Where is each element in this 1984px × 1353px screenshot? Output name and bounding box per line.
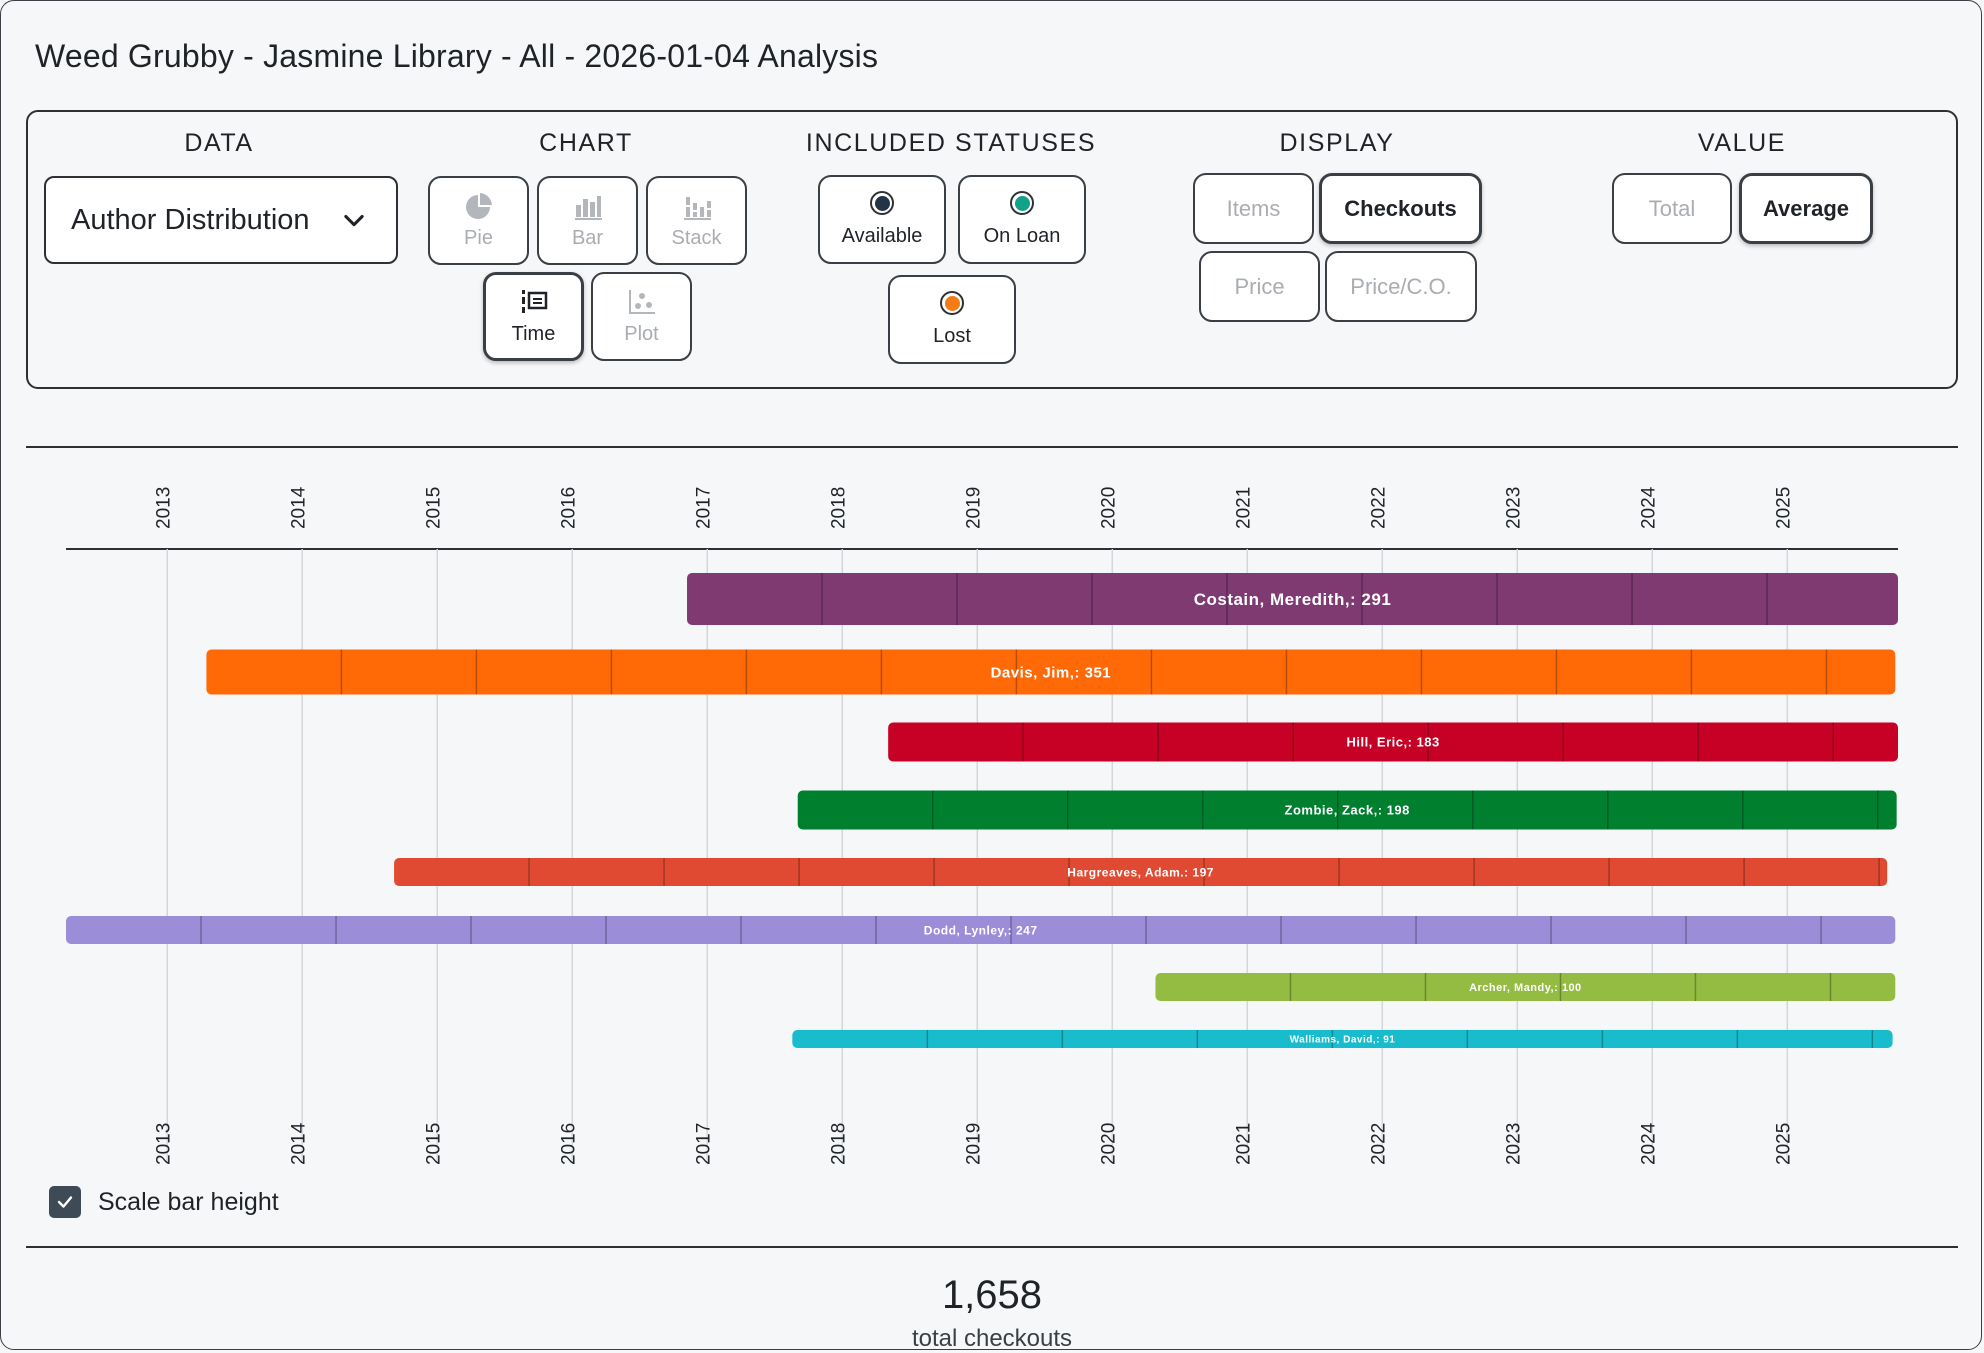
chart-pie-label: Pie bbox=[464, 227, 493, 249]
tick-label-top: 2016 bbox=[558, 487, 579, 529]
total-checkouts-label: total checkouts bbox=[911, 1325, 1073, 1352]
tick-label-top: 2024 bbox=[1638, 486, 1659, 529]
value-section-title: VALUE bbox=[1697, 129, 1787, 157]
tick-label-bottom: 2017 bbox=[693, 1123, 714, 1165]
tick-label-bottom: 2013 bbox=[153, 1123, 174, 1165]
chart-bottom-divider bbox=[26, 1246, 1958, 1248]
chart-top-divider bbox=[26, 446, 1958, 448]
timeline-bar bbox=[66, 916, 1896, 944]
timeline-icon bbox=[521, 290, 547, 313]
tick-label-bottom: 2021 bbox=[1233, 1123, 1254, 1165]
timeline-bar bbox=[687, 573, 1898, 625]
timeline-bar bbox=[888, 722, 1898, 762]
chart-time-button[interactable]: Time bbox=[483, 272, 584, 361]
display-items-label: Items bbox=[1226, 195, 1281, 221]
tick-label-bottom: 2025 bbox=[1773, 1123, 1794, 1165]
bar-label: Costain, Meredith,: 291 bbox=[1194, 590, 1392, 609]
display-section-title: DISPLAY bbox=[1279, 129, 1395, 157]
tick-label-top: 2015 bbox=[423, 487, 444, 529]
timeline-bar bbox=[206, 649, 1896, 695]
tick-label-bottom: 2018 bbox=[828, 1123, 849, 1165]
chart-section-title: CHART bbox=[539, 129, 633, 157]
tick-label-bottom: 2014 bbox=[288, 1122, 309, 1165]
bar-label: Zombie, Zack,: 198 bbox=[1285, 803, 1410, 818]
display-items-button[interactable]: Items bbox=[1193, 173, 1314, 244]
chart-pie-button[interactable]: Pie bbox=[428, 176, 529, 265]
value-average-label: Average bbox=[1762, 195, 1849, 221]
tick-label-top: 2021 bbox=[1233, 487, 1254, 529]
scatter-plot-icon bbox=[628, 290, 655, 314]
status-on-loan-toggle[interactable]: On Loan bbox=[958, 175, 1086, 264]
display-price-per-checkout-button[interactable]: Price/C.O. bbox=[1325, 251, 1477, 322]
bar-label: Dodd, Lynley,: 247 bbox=[924, 923, 1038, 937]
total-checkouts-value: 1,658 bbox=[941, 1273, 1043, 1317]
status-on-loan-label: On Loan bbox=[983, 225, 1061, 247]
value-total-label: Total bbox=[1648, 195, 1696, 221]
timeline-bar bbox=[797, 790, 1897, 830]
scale-bar-height-checkbox[interactable] bbox=[49, 1186, 81, 1218]
display-checkouts-label: Checkouts bbox=[1344, 195, 1457, 221]
pie-chart-icon bbox=[465, 193, 492, 219]
data-dropdown[interactable]: Author Distribution bbox=[44, 176, 398, 264]
tick-label-bottom: 2019 bbox=[963, 1123, 984, 1165]
tick-label-top: 2022 bbox=[1368, 487, 1389, 529]
radio-on-loan bbox=[1010, 191, 1034, 215]
scale-bar-height-option[interactable]: Scale bar height bbox=[49, 1186, 279, 1218]
chevron-down-icon bbox=[344, 214, 364, 227]
tick-label-bottom: 2023 bbox=[1503, 1123, 1524, 1165]
data-section-title: DATA bbox=[184, 129, 254, 157]
timeline-chart: 2013 2013 2014 2014 2015 2015 2016 2016 2017 2017… bbox=[66, 486, 1898, 1165]
tick-label-top: 2023 bbox=[1503, 487, 1524, 529]
status-available-label: Available bbox=[841, 225, 923, 247]
chart-plot-button[interactable]: Plot bbox=[591, 272, 692, 361]
chart-stack-button[interactable]: Stack bbox=[646, 176, 747, 265]
controls-panel bbox=[26, 110, 1958, 389]
tick-label-bottom: 2020 bbox=[1098, 1123, 1119, 1165]
status-lost-toggle[interactable]: Lost bbox=[888, 275, 1016, 364]
radio-available bbox=[870, 191, 894, 215]
value-total-button[interactable]: Total bbox=[1612, 173, 1732, 244]
tick-label-top: 2019 bbox=[963, 487, 984, 529]
bar-label: Hargreaves, Adam.: 197 bbox=[1067, 865, 1214, 879]
bar-label: Archer, Mandy,: 100 bbox=[1469, 982, 1582, 994]
display-price-button[interactable]: Price bbox=[1199, 251, 1320, 322]
bar-label: Davis, Jim,: 351 bbox=[991, 664, 1112, 681]
chart-plot-label: Plot bbox=[624, 323, 659, 345]
data-dropdown-value: Author Distribution bbox=[71, 203, 310, 236]
tick-label-bottom: 2022 bbox=[1368, 1123, 1389, 1165]
tick-label-bottom: 2024 bbox=[1638, 1122, 1659, 1165]
bar-chart-icon bbox=[574, 196, 602, 220]
tick-label-bottom: 2015 bbox=[423, 1123, 444, 1165]
tick-label-bottom: 2016 bbox=[558, 1123, 579, 1165]
tick-label-top: 2018 bbox=[828, 487, 849, 529]
chart-bar-label: Bar bbox=[571, 227, 604, 249]
display-price-per-checkout-label: Price/C.O. bbox=[1350, 273, 1452, 299]
timeline-bar bbox=[1155, 973, 1896, 1001]
timeline-bar bbox=[792, 1030, 1893, 1048]
scale-bar-height-label: Scale bar height bbox=[98, 1187, 279, 1216]
status-available-toggle[interactable]: Available bbox=[818, 175, 946, 264]
bar-label: Hill, Eric,: 183 bbox=[1346, 735, 1439, 750]
status-lost-label: Lost bbox=[933, 325, 971, 347]
statuses-section-title: INCLUDED STATUSES bbox=[805, 129, 1097, 157]
stack-chart-icon bbox=[683, 197, 711, 220]
display-price-label: Price bbox=[1234, 273, 1285, 299]
chart-bar-button[interactable]: Bar bbox=[537, 176, 638, 265]
radio-lost bbox=[940, 291, 964, 315]
timeline-bar bbox=[394, 858, 1888, 886]
value-average-button[interactable]: Average bbox=[1739, 173, 1873, 244]
chart-stack-label: Stack bbox=[671, 227, 722, 249]
tick-label-top: 2014 bbox=[288, 486, 309, 529]
tick-label-top: 2020 bbox=[1098, 487, 1119, 529]
display-checkouts-button[interactable]: Checkouts bbox=[1319, 173, 1482, 244]
tick-label-top: 2017 bbox=[693, 487, 714, 529]
chart-time-label: Time bbox=[511, 323, 556, 345]
page-title: Weed Grubby - Jasmine Library - All - 20… bbox=[35, 38, 879, 74]
tick-label-top: 2013 bbox=[153, 487, 174, 529]
tick-label-top: 2025 bbox=[1773, 487, 1794, 529]
checkmark-icon bbox=[57, 1196, 73, 1208]
bar-label: Walliams, David,: 91 bbox=[1290, 1035, 1396, 1046]
